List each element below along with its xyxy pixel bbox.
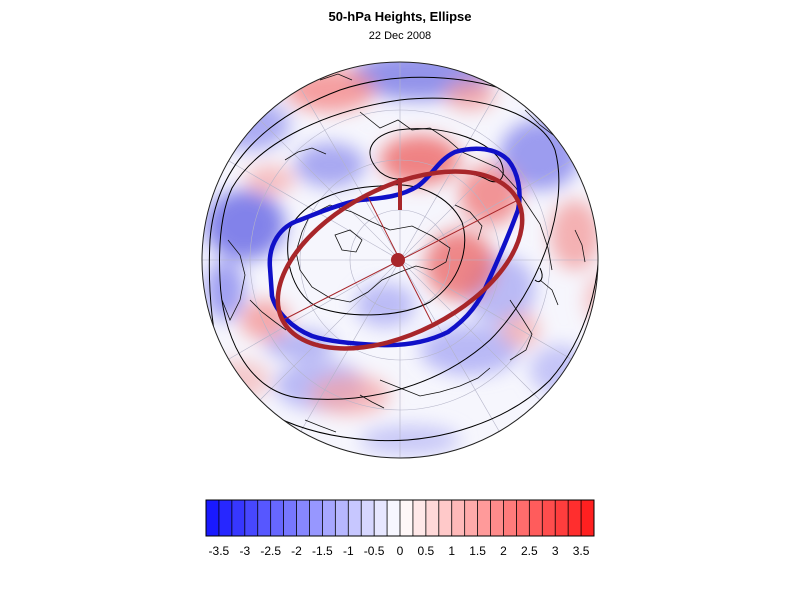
colorbar-swatch xyxy=(361,500,375,536)
colorbar-swatch xyxy=(335,500,349,536)
colorbar-tick-label: -2 xyxy=(291,544,302,558)
colorbar-tick-label: -1.5 xyxy=(312,544,333,558)
colorbar-swatch xyxy=(296,500,310,536)
colorbar-swatch xyxy=(231,500,246,536)
coastlines xyxy=(221,73,586,433)
colorbar-tick-label: 2.5 xyxy=(520,544,538,558)
colorbar-swatch xyxy=(218,500,233,536)
map-date: 22 Dec 2008 xyxy=(368,30,432,42)
colorbar-tick-label: 3 xyxy=(551,544,559,558)
colorbar-swatch xyxy=(270,500,284,536)
colorbar-swatch xyxy=(438,500,453,536)
colorbar-swatch xyxy=(490,500,504,536)
colorbar-swatch xyxy=(400,500,414,536)
colorbar-swatch xyxy=(348,500,362,536)
colorbar-tick-label: -3.5 xyxy=(208,544,230,558)
colorbar-swatch xyxy=(464,500,478,536)
colorbar-tick-label: 0.5 xyxy=(417,544,435,558)
colorbar-tick-label: 3.5 xyxy=(572,544,590,558)
colorbar-tick-label: -0.5 xyxy=(363,544,385,558)
colorbar-swatch xyxy=(374,500,388,536)
colorbar-swatch xyxy=(516,500,530,536)
colorbar-tick-label: -2.5 xyxy=(260,544,282,558)
colorbar-tick-label: -3 xyxy=(239,544,251,558)
colorbar-swatch xyxy=(542,500,556,536)
ellipse-center-marker xyxy=(391,253,405,267)
map-title: 50-hPa Heights, Ellipse xyxy=(328,9,472,24)
colorbar-swatch xyxy=(283,500,297,536)
colorbar-tick-label: 1.5 xyxy=(469,544,486,558)
colorbar-frame xyxy=(205,499,595,537)
colorbar-swatch xyxy=(581,500,595,536)
fitted-ellipse xyxy=(275,169,525,351)
colorbar-swatch xyxy=(451,500,465,536)
colorbar-swatch xyxy=(309,500,323,536)
colorbar-tick-label: 0 xyxy=(396,544,404,558)
colorbar-tick-label: -1 xyxy=(342,544,354,558)
colorbar-swatch xyxy=(555,500,569,536)
colorbar-swatch xyxy=(503,500,517,536)
colorbar-tick-label: 2 xyxy=(500,544,507,558)
colorbar-swatch xyxy=(206,500,220,536)
colorbar-swatch xyxy=(322,500,336,536)
colorbar-swatch xyxy=(412,500,427,536)
colorbar-swatch xyxy=(244,500,259,536)
colorbar-swatch xyxy=(568,500,582,536)
colorbar-swatch xyxy=(529,500,543,536)
colorbar-tick-label: 1 xyxy=(448,544,456,558)
anomaly-shading xyxy=(205,62,598,455)
colorbar-swatch xyxy=(425,500,440,536)
colorbar-swatch xyxy=(257,500,271,536)
colorbar-swatch xyxy=(387,500,401,536)
colorbar-swatch xyxy=(477,500,491,536)
globe-outline xyxy=(201,61,599,459)
